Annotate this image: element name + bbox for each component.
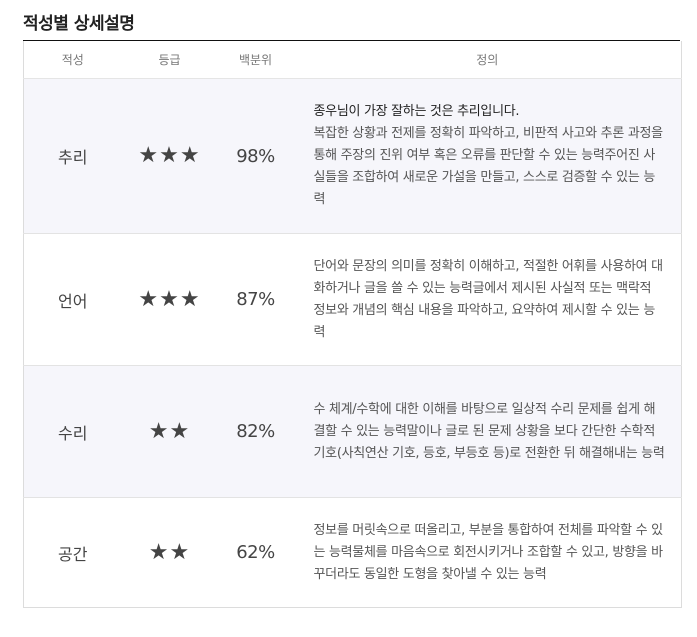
percentile-value: 87% xyxy=(217,233,294,366)
star-rating-icon: ★★★ xyxy=(138,286,201,312)
star-rating-icon: ★★ xyxy=(148,539,191,565)
grade-cell: ★★★ xyxy=(121,78,218,234)
aptitude-name: 언어 xyxy=(23,233,122,366)
aptitude-name: 수리 xyxy=(23,365,122,498)
header-grade: 등급 xyxy=(121,41,218,79)
table-row: 수리 ★★ 82% 수 체계/수학에 대한 이해를 바탕으로 일상적 수리 문제… xyxy=(23,365,682,498)
definition-lead: 종우님이 가장 잘하는 것은 추리입니다. xyxy=(313,104,520,119)
table-row: 공간 ★★ 62% 정보를 머릿속으로 떠올리고, 부분을 통합하여 전체를 파… xyxy=(24,498,682,608)
definition-text: 복잡한 상황과 전제를 정확히 파악하고, 비판적 사고와 추론 과정을 통해 … xyxy=(313,126,664,207)
definition-text: 단어와 문장의 의미를 정확히 이해하고, 적절한 어휘를 사용하여 대화하거나… xyxy=(313,258,664,340)
percentile-value: 82% xyxy=(217,365,294,498)
percentile-value: 62% xyxy=(236,542,275,563)
table-header-row: 적성 등급 백분위 정의 xyxy=(23,41,682,79)
aptitude-name: 추리 xyxy=(23,78,122,234)
definition-cell: 단어와 문장의 의미를 정확히 이해하고, 적절한 어휘를 사용하여 대화하거나… xyxy=(293,233,682,366)
grade-cell: ★★★ xyxy=(121,233,218,366)
definition-cell: 정보를 머릿속으로 떠올리고, 부분을 통합하여 전체를 파악할 수 있는 능력… xyxy=(294,498,682,608)
percentile-value: 98% xyxy=(217,78,294,234)
header-percentile: 백분위 xyxy=(217,41,294,79)
table-row: 추리 ★★★ 98% 종우님이 가장 잘하는 것은 추리입니다. 복잡한 상황과… xyxy=(23,78,682,234)
star-rating-icon: ★★ xyxy=(148,418,191,444)
definition-cell: 수 체계/수학에 대한 이해를 바탕으로 일상적 수리 문제를 쉽게 해결할 수… xyxy=(293,365,682,498)
section-title: 적성별 상세설명 xyxy=(23,12,680,41)
aptitude-detail-table: 적성 등급 백분위 정의 추리 ★★★ 98% 종우님이 가장 잘하는 것은 추… xyxy=(23,41,682,608)
star-rating-icon: ★★★ xyxy=(138,143,201,168)
definition-text: 정보를 머릿속으로 떠올리고, 부분을 통합하여 전체를 파악할 수 있는 능력… xyxy=(313,522,664,582)
header-aptitude: 적성 xyxy=(23,41,122,79)
definition-cell: 종우님이 가장 잘하는 것은 추리입니다. 복잡한 상황과 전제를 정확히 파악… xyxy=(293,78,682,234)
aptitude-name: 공간 xyxy=(58,544,88,564)
header-definition: 정의 xyxy=(293,41,682,79)
definition-text: 수 체계/수학에 대한 이해를 바탕으로 일상적 수리 문제를 쉽게 해결할 수… xyxy=(313,401,665,461)
grade-cell: ★★ xyxy=(121,365,218,498)
aptitude-detail-section: 적성별 상세설명 적성 등급 백분위 정의 추리 ★★★ 98% 종우님이 가장… xyxy=(23,12,682,608)
grade-cell: ★★ xyxy=(122,498,218,608)
table-row: 언어 ★★★ 87% 단어와 문장의 의미를 정확히 이해하고, 적절한 어휘를… xyxy=(23,233,682,366)
